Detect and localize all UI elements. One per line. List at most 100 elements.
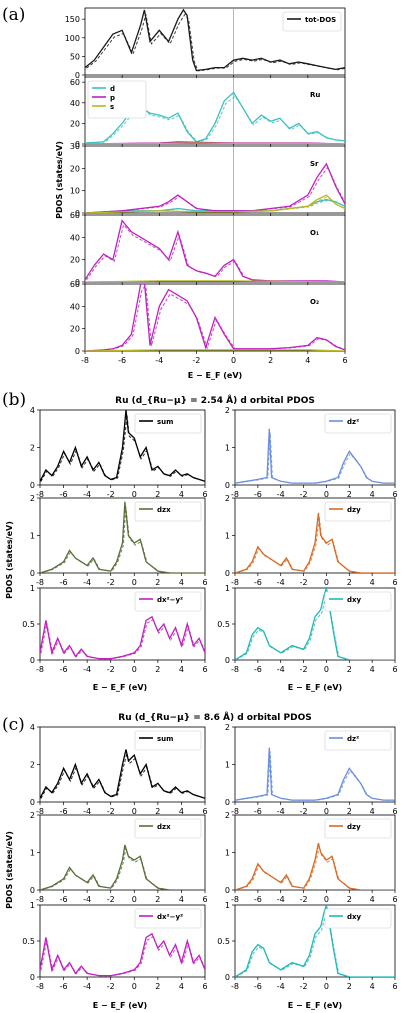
y-tick-label: 0.5 [22, 620, 35, 629]
legend-box [324, 501, 392, 522]
series-line-tot-DOS [85, 8, 345, 72]
series-layer [40, 749, 205, 799]
legend-box [134, 501, 202, 522]
y-tick-label: 0 [225, 886, 230, 895]
series-line-dxy [235, 905, 395, 977]
x-tick-label: -6 [60, 578, 68, 587]
series-line-dashed-dz² [235, 751, 395, 801]
x-tick-label: -2 [107, 665, 115, 674]
series-line-dashed-dx²−y² [40, 619, 205, 660]
legend-box [134, 730, 202, 751]
x-tick-label: -4 [155, 356, 163, 365]
panel-a-ylabel: PDOS (states/eV) [55, 141, 64, 219]
legend-box [282, 11, 342, 32]
plot-c-dzy: 0 1 2 -8 -6 -4 -2 0 2 4 6 dzy [225, 811, 398, 904]
y-tick-label: 100 [65, 34, 80, 43]
series-layer [85, 284, 345, 351]
plot-a-Sr: 0 10 20 30 Sr [70, 142, 346, 218]
x-tick-label: -8 [36, 895, 44, 904]
region-label: O₂ [310, 298, 319, 306]
plot-c-dx2y2: 0 0.5 1 -8 -6 -4 -2 0 2 4 6 dx²−y² [22, 901, 207, 991]
legend-box [134, 413, 202, 434]
panel-c-xlabel-right: E − E_F (eV) [288, 1001, 342, 1010]
legend-label: sum [157, 418, 173, 426]
series-line-dzx [40, 844, 205, 890]
x-tick-label: 4 [305, 356, 310, 365]
y-tick-label: 2 [30, 494, 35, 503]
x-tick-label: -6 [60, 665, 68, 674]
x-tick-label: -4 [83, 490, 91, 499]
panel-a-xlabel: E − E_F (eV) [188, 371, 242, 380]
y-tick-label: 20 [70, 119, 80, 128]
y-tick-label: 0.5 [22, 937, 35, 946]
plot-c-dz2: 0 1 2 -8 -6 -4 -2 0 2 4 6 dz² [225, 723, 398, 816]
x-tick-label: 4 [179, 895, 184, 904]
series-layer [235, 842, 395, 890]
series-line-p [85, 284, 345, 351]
series-line-dashed-tot-DOS [86, 13, 345, 72]
legend-label: dzx [157, 506, 171, 514]
x-tick-label: 6 [392, 895, 397, 904]
series-line-dashed-sum [40, 415, 205, 482]
plot-b-sum: 0 2 4 -8 -6 -4 -2 0 2 4 6 sum [30, 406, 208, 499]
plot-b-dzy: 0 1 2 -8 -6 -4 -2 0 2 4 6 dzy [225, 494, 398, 587]
series-layer [40, 844, 205, 890]
x-tick-label: 4 [179, 807, 184, 816]
axes-frame [84, 145, 346, 214]
panel-b-xlabel-left: E − E_F (eV) [93, 683, 147, 692]
legend-box [134, 818, 202, 839]
x-tick-label: -8 [36, 807, 44, 816]
series-line-dx²−y² [40, 615, 205, 660]
x-tick-label: -2 [300, 578, 308, 587]
x-tick-label: 0 [132, 665, 137, 674]
y-tick-label: 2 [30, 761, 35, 770]
x-tick-label: 2 [268, 356, 273, 365]
y-tick-label: 0 [30, 656, 35, 665]
y-tick-label: 1 [30, 849, 35, 858]
panel-b-ylabel: PDOS (states/eV) [5, 521, 14, 599]
series-line-dz² [235, 428, 395, 484]
y-tick-label: 150 [65, 15, 80, 24]
panel-c-ylabel: PDOS (states/eV) [5, 831, 14, 909]
x-tick-label: -4 [83, 578, 91, 587]
x-tick-label: 2 [347, 490, 352, 499]
x-tick-label: 6 [392, 807, 397, 816]
legend-box [324, 908, 392, 929]
x-tick-label: -4 [277, 578, 285, 587]
plot-a-tot: 0 50 100 150 tot-DOS [65, 7, 346, 80]
y-tick-label: 2 [225, 811, 230, 820]
series-line-dashed-s [86, 280, 345, 282]
x-tick-label: -6 [60, 807, 68, 816]
x-tick-label: -2 [300, 490, 308, 499]
x-tick-label: -4 [83, 982, 91, 991]
x-tick-label: 4 [370, 490, 375, 499]
x-tick-label: 0 [324, 665, 329, 674]
x-tick-label: 2 [155, 578, 160, 587]
x-tick-label: 2 [155, 895, 160, 904]
y-tick-label: 60 [70, 78, 80, 87]
y-tick-label: 0 [30, 481, 35, 490]
x-tick-label: -6 [60, 982, 68, 991]
plot-b-dz2: 0 1 2 -8 -6 -4 -2 0 2 4 6 dz² [225, 406, 398, 499]
x-tick-label: -8 [36, 490, 44, 499]
y-tick-label: 0 [225, 973, 230, 982]
x-tick-label: -8 [231, 578, 239, 587]
x-tick-label: 4 [179, 490, 184, 499]
y-tick-label: 1 [225, 584, 230, 593]
x-tick-label: 6 [392, 982, 397, 991]
x-tick-label: -6 [254, 807, 262, 816]
y-tick-label: 2 [225, 494, 230, 503]
legend-box [134, 591, 202, 612]
x-tick-label: 0 [132, 895, 137, 904]
region-label: O₁ [310, 229, 319, 237]
x-tick-label: -6 [60, 895, 68, 904]
series-line-sum [40, 749, 205, 799]
x-tick-label: -8 [36, 578, 44, 587]
y-tick-label: 4 [30, 406, 35, 415]
series-layer [235, 428, 395, 484]
plot-c-dxy: 0 0.5 1 -8 -6 -4 -2 0 2 4 6 dxy [217, 901, 397, 991]
x-tick-label: -2 [107, 895, 115, 904]
y-tick-label: 20 [70, 325, 80, 334]
x-tick-label: -4 [277, 665, 285, 674]
